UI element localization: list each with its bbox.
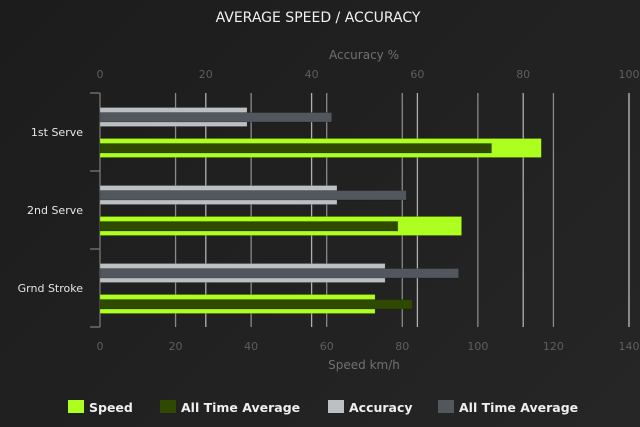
- bottom-tick-label: 140: [619, 340, 640, 353]
- bottom-tick-label: 100: [467, 340, 488, 353]
- bar-all-time-average: [99, 143, 492, 154]
- bottom-tick-label: 40: [244, 340, 258, 353]
- bottom-axis-label: Speed km/h: [328, 358, 400, 372]
- top-axis-label: Accuracy %: [329, 48, 399, 62]
- category-label: 2nd Serve: [27, 204, 83, 217]
- top-tick-label: 40: [305, 68, 319, 81]
- legend-label: Speed: [89, 400, 133, 415]
- category-label: Grnd Stroke: [18, 282, 84, 295]
- top-tick-label: 80: [516, 68, 530, 81]
- legend-swatch: [438, 400, 454, 413]
- bar-all-time-average: [99, 112, 333, 123]
- bottom-tick-label: 20: [169, 340, 183, 353]
- legend: Speed All Time Average Accuracy All Time Av…: [68, 400, 578, 415]
- bar-all-time-average: [99, 268, 459, 279]
- chart-title: AVERAGE SPEED / ACCURACY: [216, 10, 421, 26]
- category-label: 1st Serve: [31, 126, 83, 139]
- bottom-tick-label: 120: [543, 340, 564, 353]
- top-tick-label: 0: [97, 68, 104, 81]
- legend-swatch: [160, 400, 176, 413]
- top-tick-label: 100: [619, 68, 640, 81]
- top-tick-label: 20: [199, 68, 213, 81]
- bar-all-time-average: [99, 299, 413, 310]
- legend-label: Accuracy: [349, 400, 413, 415]
- legend-label: All Time Average: [181, 400, 300, 415]
- top-tick-label: 60: [410, 68, 424, 81]
- bottom-tick-label: 60: [320, 340, 334, 353]
- bar-all-time-average: [99, 221, 399, 232]
- legend-label: All Time Average: [459, 400, 578, 415]
- legend-swatch: [328, 400, 344, 413]
- bottom-tick-label: 0: [97, 340, 104, 353]
- bar-all-time-average: [99, 190, 407, 201]
- bottom-tick-label: 80: [395, 340, 409, 353]
- legend-swatch: [68, 400, 84, 413]
